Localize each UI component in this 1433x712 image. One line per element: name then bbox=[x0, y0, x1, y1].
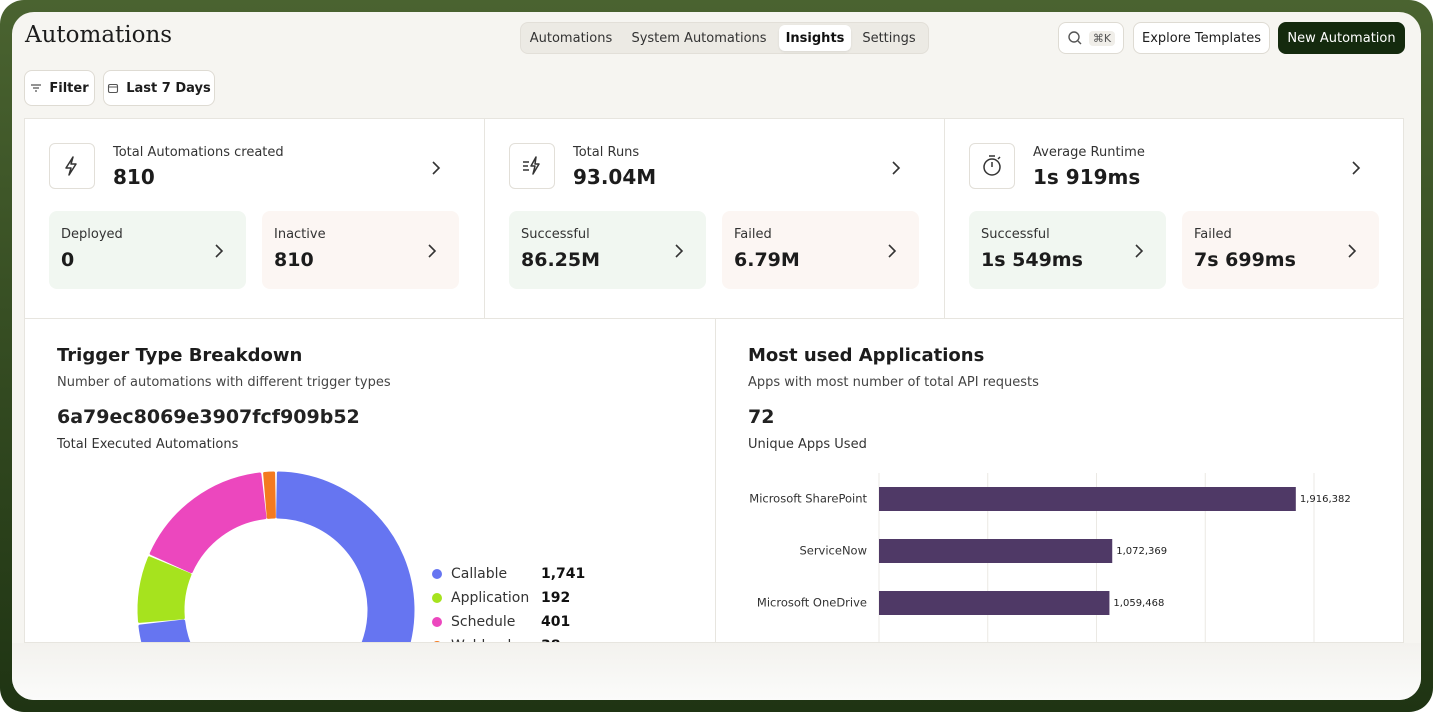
chevron-icon bbox=[215, 244, 224, 258]
search-icon bbox=[1068, 31, 1082, 45]
bar-category-label: ServiceNow bbox=[799, 544, 867, 558]
legend-label: Webhook bbox=[451, 638, 517, 643]
panel-metric: 6a79ec8069e3907fcf909b52 bbox=[57, 406, 360, 428]
stat-breakdown-card[interactable]: Inactive 810 bbox=[262, 211, 459, 289]
breakdown-label: Inactive bbox=[274, 227, 326, 242]
panel-subtitle: Number of automations with different tri… bbox=[57, 375, 391, 390]
stat-breakdown-card[interactable]: Successful 86.25M bbox=[509, 211, 706, 289]
panel-subtitle: Apps with most number of total API reque… bbox=[748, 375, 1039, 390]
donut-segment bbox=[263, 471, 276, 519]
legend-value: 192 bbox=[541, 590, 570, 606]
stat-value: 810 bbox=[113, 165, 155, 189]
breakdown-value: 7s 699ms bbox=[1194, 249, 1296, 271]
panel-title: Most used Applications bbox=[748, 345, 985, 366]
breakdown-value: 810 bbox=[274, 249, 314, 271]
app-window: Automations Automations System Automatio… bbox=[12, 12, 1421, 700]
donut-segment bbox=[137, 556, 192, 623]
new-automation-button[interactable]: New Automation bbox=[1278, 22, 1405, 54]
calendar-icon bbox=[108, 83, 119, 94]
bar bbox=[879, 487, 1296, 511]
stat-label: Average Runtime bbox=[1033, 145, 1145, 160]
bar-category-label: Microsoft SharePoint bbox=[749, 492, 867, 506]
stat-icon bbox=[49, 143, 95, 189]
column-divider bbox=[484, 119, 485, 318]
breakdown-label: Failed bbox=[1194, 227, 1232, 242]
bottom-fade bbox=[12, 643, 1421, 700]
search-button[interactable]: ⌘K bbox=[1058, 22, 1124, 54]
section-divider bbox=[25, 318, 1403, 319]
legend-swatch bbox=[432, 569, 442, 579]
donut-segment bbox=[138, 471, 415, 642]
breakdown-value: 1s 549ms bbox=[981, 249, 1083, 271]
stat-breakdown-card[interactable]: Failed 7s 699ms bbox=[1182, 211, 1379, 289]
stat-icon bbox=[509, 143, 555, 189]
chevron-icon bbox=[892, 161, 901, 175]
legend-label: Application bbox=[451, 590, 529, 606]
legend-value: 1,741 bbox=[541, 566, 585, 582]
chevron-icon bbox=[428, 244, 437, 258]
legend-swatch bbox=[432, 617, 442, 627]
chevron-icon bbox=[1135, 244, 1144, 258]
stat-icon-glyph bbox=[65, 156, 77, 176]
shortcut-badge: ⌘K bbox=[1088, 30, 1116, 46]
bar bbox=[879, 539, 1113, 563]
panel-metric-label: Total Executed Automations bbox=[57, 437, 239, 452]
breakdown-label: Deployed bbox=[61, 227, 123, 242]
breakdown-value: 86.25M bbox=[521, 249, 601, 271]
stat-icon bbox=[969, 143, 1015, 189]
tab[interactable]: Automations bbox=[529, 30, 613, 46]
legend-value: 38 bbox=[541, 638, 560, 643]
filter-icon bbox=[31, 84, 42, 92]
stat-breakdown-card[interactable]: Failed 6.79M bbox=[722, 211, 919, 289]
panel-metric-label: Unique Apps Used bbox=[748, 437, 867, 452]
tab-bar: Automations System Automations Insights … bbox=[520, 22, 929, 54]
filter-label: Filter bbox=[49, 80, 89, 96]
stat-breakdown-card[interactable]: Deployed 0 bbox=[49, 211, 246, 289]
bar-value-label: 1,072,369 bbox=[1116, 546, 1167, 557]
filter-button[interactable]: Filter bbox=[24, 70, 95, 106]
stat-label: Total Runs bbox=[573, 145, 640, 160]
stat-breakdown-card[interactable]: Successful 1s 549ms bbox=[969, 211, 1166, 289]
bar-value-label: 1,916,382 bbox=[1300, 494, 1351, 505]
legend-label: Schedule bbox=[451, 614, 515, 630]
tab-active[interactable]: Insights bbox=[779, 25, 851, 51]
bar-category-label: Microsoft OneDrive bbox=[757, 596, 867, 610]
stat-value: 93.04M bbox=[573, 165, 657, 189]
chevron-icon bbox=[1352, 161, 1361, 175]
chevron-icon bbox=[1348, 244, 1357, 258]
page-title: Automations bbox=[25, 22, 173, 48]
chevron-icon bbox=[432, 161, 441, 175]
breakdown-label: Failed bbox=[734, 227, 772, 242]
breakdown-label: Successful bbox=[521, 227, 590, 242]
stat-icon-glyph bbox=[983, 155, 1001, 176]
section-divider bbox=[715, 318, 716, 642]
charts: Callable 1,741 Application 192 Schedule 401 We… bbox=[137, 471, 1351, 643]
breakdown-value: 0 bbox=[61, 249, 75, 271]
tab[interactable]: Settings bbox=[862, 30, 916, 46]
stat-value: 1s 919ms bbox=[1033, 165, 1141, 189]
date-range-button[interactable]: Last 7 Days bbox=[103, 70, 215, 106]
panel-metric: 72 bbox=[748, 406, 775, 428]
donut-segment bbox=[149, 472, 267, 574]
legend-label: Callable bbox=[451, 566, 507, 582]
breakdown-label: Successful bbox=[981, 227, 1050, 242]
bar bbox=[879, 591, 1110, 615]
stat-label: Total Automations created bbox=[113, 145, 284, 160]
insights-card: Total Automations created 810 Deployed 0 Ina… bbox=[24, 118, 1404, 643]
legend-value: 401 bbox=[541, 614, 570, 630]
panel-title: Trigger Type Breakdown bbox=[57, 345, 303, 366]
legend-swatch bbox=[432, 593, 442, 603]
bar-value-label: 1,059,468 bbox=[1113, 598, 1164, 609]
chevron-icon bbox=[888, 244, 897, 258]
column-divider bbox=[944, 119, 945, 318]
tab[interactable]: System Automations bbox=[631, 30, 767, 46]
breakdown-value: 6.79M bbox=[734, 249, 800, 271]
explore-templates-button[interactable]: Explore Templates bbox=[1133, 22, 1270, 54]
chevron-icon bbox=[675, 244, 684, 258]
date-range-label: Last 7 Days bbox=[126, 80, 211, 96]
legend-swatch bbox=[434, 641, 440, 642]
stat-icon-glyph bbox=[523, 156, 540, 175]
